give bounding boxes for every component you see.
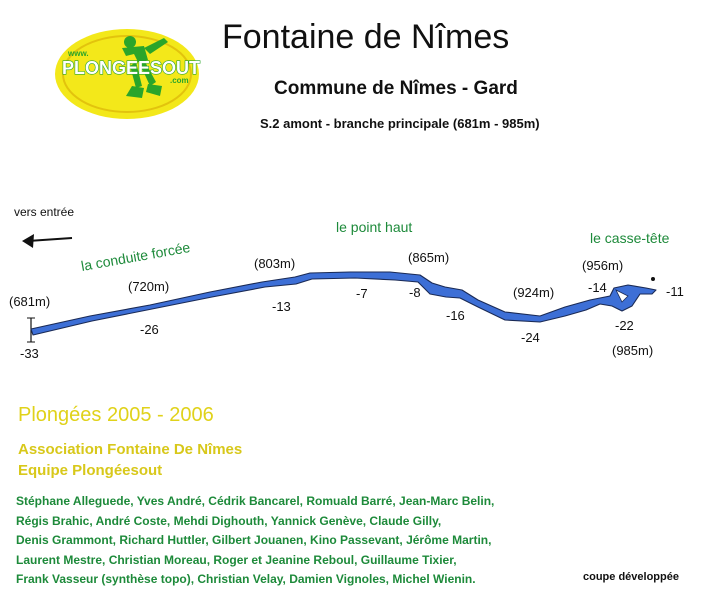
depth-label: -11 [666, 284, 684, 299]
depth-label: -33 [20, 346, 39, 361]
logo-brand: PLONGEESOUT [62, 58, 200, 78]
distance-label: (681m) [9, 294, 50, 309]
depth-label: -24 [521, 330, 540, 345]
label-conduit: la conduite forcée [80, 239, 192, 274]
members-line: Laurent Mestre, Christian Moreau, Roger … [16, 552, 457, 567]
passage-end-marker [651, 277, 655, 281]
label-puzzle: le casse-tête [590, 230, 670, 246]
members-line: Stéphane Alleguede, Yves André, Cédrik B… [16, 494, 495, 508]
section-type-caption: coupe développée [583, 571, 679, 583]
cave-profile-diagram: vers entrée la conduite forcée le point … [9, 205, 684, 361]
distance-label: (720m) [128, 279, 169, 294]
members-line: Régis Brahic, André Coste, Mehdi Dighout… [16, 513, 442, 528]
page-title: Fontaine de Nîmes [222, 18, 510, 56]
diver-icon [122, 36, 168, 98]
distance-label: (803m) [254, 256, 295, 271]
dives-years: Plongées 2005 - 2006 [18, 404, 214, 426]
depth-label: -13 [272, 299, 291, 314]
page-subtitle: Commune de Nîmes - Gard [274, 78, 518, 99]
distance-label: (985m) [612, 343, 653, 358]
label-high-point: le point haut [336, 219, 412, 235]
members-line: Frank Vasseur (synthèse topo), Christian… [16, 572, 476, 586]
logo-www: www. [67, 49, 89, 58]
members-list: Stéphane Alleguede, Yves André, Cédrik B… [16, 492, 494, 590]
cave-passage [30, 271, 657, 336]
arrow-left-icon [22, 234, 73, 248]
label-entrance: vers entrée [14, 205, 74, 219]
depth-label: -16 [446, 308, 465, 323]
team-name: Equipe Plongéesout [18, 462, 163, 479]
members-line: Denis Grammont, Richard Huttler, Gilbert… [16, 533, 492, 547]
distance-label: (865m) [408, 250, 449, 265]
depth-label: -8 [409, 285, 421, 300]
logo-tld: .com [170, 76, 189, 85]
section-label: S.2 amont - branche principale (681m - 9… [260, 116, 540, 131]
depth-label: -14 [588, 280, 607, 295]
depth-label: -22 [615, 318, 634, 333]
distance-label: (924m) [513, 285, 554, 300]
depth-label: -26 [140, 322, 159, 337]
plongeesout-logo: www. PLONGEESOUT .com [55, 29, 201, 119]
depth-label: -7 [356, 286, 368, 301]
association-name: Association Fontaine De Nîmes [18, 441, 243, 458]
distance-label: (956m) [582, 258, 623, 273]
